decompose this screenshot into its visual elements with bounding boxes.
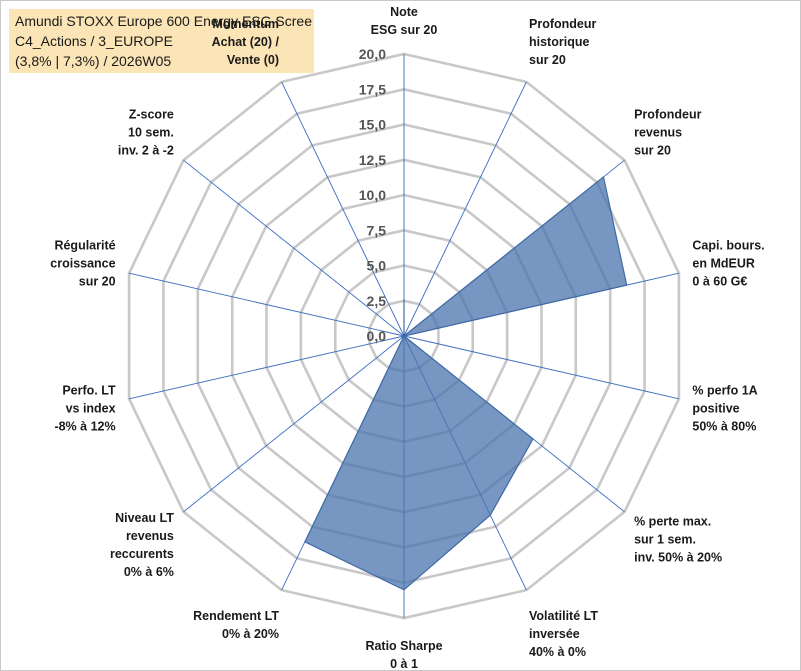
axis-label-5: % perte max. sur 1 sem. inv. 50% à 20% xyxy=(634,514,722,564)
axis-label-8: Rendement LT 0% à 20% xyxy=(193,609,279,641)
chart-title-box: Amundi STOXX Europe 600 Energy ESG Scree… xyxy=(9,9,314,73)
tick-label-5: 12,5 xyxy=(359,152,386,168)
axis-label-0: Note ESG sur 20 xyxy=(371,5,438,37)
chart-title-line-1: Amundi STOXX Europe 600 Energy ESG Scree xyxy=(15,13,313,29)
spoke-13 xyxy=(281,81,405,337)
axis-label-3: Capi. bours. en MdEUR 0 à 60 G€ xyxy=(692,239,764,289)
axis-label-12: Z-score 10 sem. inv. 2 à -2 xyxy=(118,108,174,158)
axis-label-7: Ratio Sharpe 0 à 1 xyxy=(365,639,442,670)
spoke-4 xyxy=(403,335,680,400)
tick-label-7: 17,5 xyxy=(359,81,386,97)
tick-label-1: 2,5 xyxy=(367,293,387,309)
tick-label-8: 20,0 xyxy=(359,46,386,62)
chart-title-line-3: (3,8% | 7,3%) / 2026W05 xyxy=(15,53,172,69)
axis-label-2: Profondeur revenus sur 20 xyxy=(634,108,701,158)
axis-label-9: Niveau LT revenus reccurents 0% à 6% xyxy=(110,511,174,579)
tick-label-3: 7,5 xyxy=(367,222,387,238)
axis-label-10: Perfo. LT vs index -8% à 12% xyxy=(54,384,116,434)
spoke-1 xyxy=(403,81,527,337)
tick-label-4: 10,0 xyxy=(359,187,386,203)
chart-title-line-2: C4_Actions / 3_EUROPE xyxy=(15,33,173,49)
axis-label-1: Profondeur historique sur 20 xyxy=(529,17,596,67)
axis-label-6: Volatilité LT inversée 40% à 0% xyxy=(529,609,598,659)
axis-label-11: Régularité croissance sur 20 xyxy=(50,239,115,289)
tick-label-6: 15,0 xyxy=(359,117,386,133)
axis-labels: Note ESG sur 20 Profondeur historique sur 20… xyxy=(50,5,764,670)
spoke-9 xyxy=(183,335,405,513)
spoke-10 xyxy=(128,335,405,400)
series-0-area xyxy=(304,175,628,591)
tick-label-0: 0,0 xyxy=(367,328,387,344)
tick-labels: 0,0 2,5 5,0 7,5 10,0 12,5 15,0 17,5 20,0 xyxy=(359,46,386,344)
axis-label-4: % perfo 1A positive 50% à 80% xyxy=(692,384,757,434)
spoke-11 xyxy=(128,272,405,337)
tick-label-2: 5,0 xyxy=(367,258,387,274)
spoke-12 xyxy=(183,159,405,337)
axis-label-13: Momentum Achat (20) / Vente (0) xyxy=(212,17,280,67)
